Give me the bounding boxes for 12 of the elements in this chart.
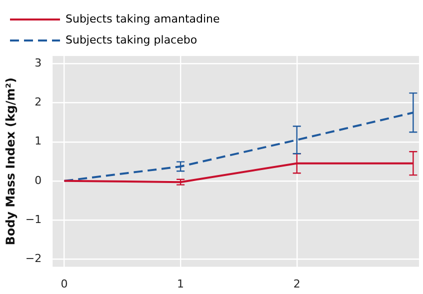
y-tick-label: 2 [34, 96, 42, 109]
y-tick-label: −1 [25, 212, 42, 226]
x-tick-label: 1 [177, 277, 184, 290]
y-axis-title: Body Mass Index (kg/m²) [3, 77, 18, 246]
x-tick-label: 2 [293, 277, 300, 290]
legend-label: Subjects taking amantadine [66, 12, 220, 26]
y-tick-label: 0 [34, 174, 42, 187]
y-tick-label: 1 [34, 134, 42, 148]
y-tick-label: −2 [25, 252, 42, 265]
x-tick-label: 0 [60, 277, 68, 290]
legend-label: Subjects taking placebo [66, 33, 198, 46]
y-tick-label: 3 [34, 56, 42, 70]
